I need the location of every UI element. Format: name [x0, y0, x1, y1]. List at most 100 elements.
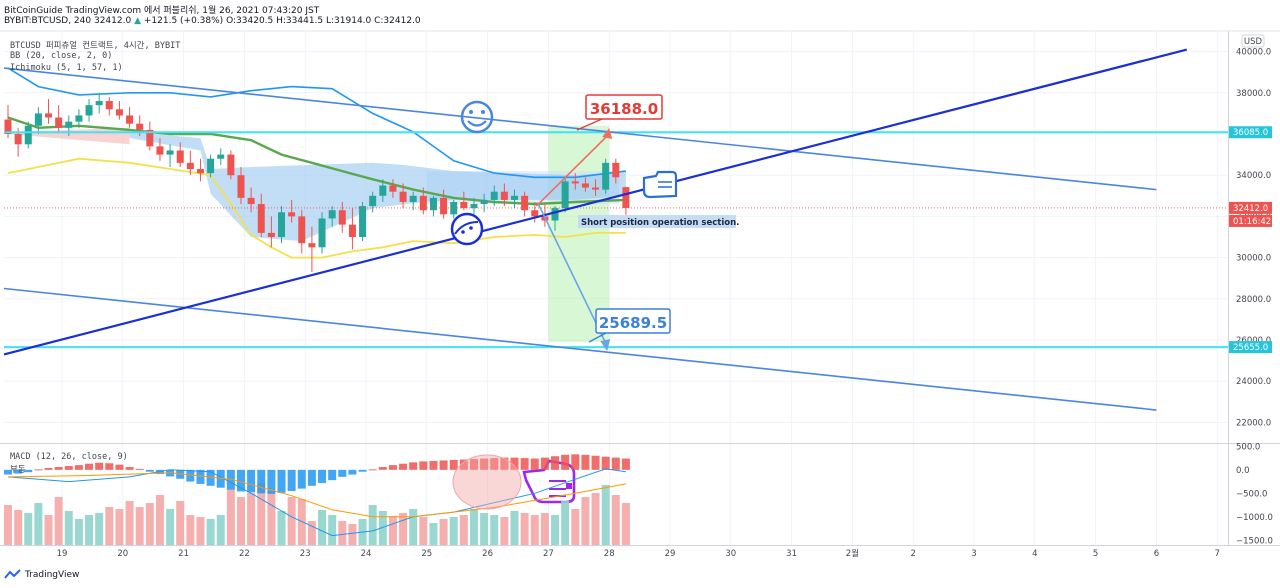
- macd-hist-bar: [338, 469, 347, 477]
- volume-bar: [267, 491, 276, 545]
- volume-bar: [378, 511, 387, 545]
- tradingview-logo[interactable]: TradingView: [4, 569, 79, 580]
- time-tick-label: 22: [239, 549, 250, 559]
- candle: [45, 113, 53, 118]
- dizzy-mouth: [454, 221, 479, 235]
- candle: [521, 195, 529, 211]
- macd-hist-bar: [287, 469, 296, 491]
- macd-hist-bar: [399, 463, 408, 470]
- volume-bar: [307, 521, 316, 545]
- macd-hist-bar: [388, 465, 397, 470]
- candle: [247, 197, 255, 205]
- volume-bar: [490, 515, 499, 545]
- macd-hist-bar: [318, 469, 327, 483]
- forecast-zone: [548, 125, 610, 343]
- macd-hist-bar: [591, 455, 600, 470]
- candle: [298, 216, 306, 244]
- candles: [4, 92, 630, 273]
- macd-tick-label: −500.0: [1236, 489, 1267, 499]
- candle: [105, 101, 113, 110]
- candle: [359, 206, 367, 237]
- currency-badge: USD: [1241, 34, 1265, 48]
- time-tick-label: 4: [1032, 549, 1037, 559]
- macd-hist-bar: [236, 469, 245, 492]
- volume-bar: [125, 501, 134, 545]
- volume-bar: [500, 517, 509, 545]
- macd-axis: 500.0 0.0 −500.0 −1000.0 −1500.0: [1236, 442, 1273, 546]
- time-tick-label: 2: [910, 549, 915, 559]
- volume-bar: [459, 515, 468, 545]
- volume-bar: [44, 515, 53, 545]
- candle: [379, 185, 387, 196]
- dizzy-eye: [461, 230, 465, 234]
- time-tick-label: 25: [421, 549, 432, 559]
- descending-lower-trendline: [3, 287, 1157, 411]
- volume-bar: [601, 485, 610, 545]
- time-tick-label: 24: [361, 549, 372, 559]
- volume-bar: [155, 495, 164, 545]
- macd-highlight-circle: [452, 454, 522, 510]
- bb-basis-line: [7, 116, 626, 206]
- volume-bar: [551, 515, 560, 545]
- candle: [4, 119, 12, 134]
- candle: [551, 208, 559, 221]
- price-tick-label: 28000.0: [1236, 295, 1271, 305]
- volume-bar: [571, 509, 580, 545]
- volume-bar: [226, 489, 235, 545]
- candle: [126, 115, 134, 124]
- candle: [75, 115, 83, 122]
- candle: [511, 195, 518, 200]
- signal-line: [7, 472, 626, 518]
- macd-hist-bar: [64, 466, 73, 470]
- candle: [440, 197, 448, 215]
- price-badge-bg: [1229, 126, 1272, 139]
- legend-title: BTCUSD 퍼피츄얼 컨트랙트, 4시간, BYBIT: [10, 41, 181, 51]
- smiley-icon: [460, 100, 494, 134]
- time-tick-label: 28: [604, 549, 615, 559]
- time-tick-label: 20: [117, 549, 128, 559]
- macd-tick-label: −1000.0: [1236, 513, 1273, 523]
- bb-upper-line: [7, 67, 626, 179]
- time-tick-label: 27: [543, 549, 554, 559]
- legend-macd: MACD (12, 26, close, 9): [10, 452, 128, 462]
- candle: [612, 162, 620, 178]
- macd-hist-bar: [105, 463, 114, 470]
- note-label: Short position operation section.: [578, 215, 739, 228]
- smiley-mouth: [467, 120, 487, 127]
- volume-bar: [257, 483, 266, 545]
- target-up-pointer: [576, 118, 603, 131]
- macd-hist-bar: [571, 454, 580, 470]
- time-tick-label: 21: [178, 549, 189, 559]
- candle: [55, 117, 63, 128]
- macd-hist-bar: [247, 469, 256, 493]
- candle: [267, 232, 275, 237]
- candle: [115, 109, 123, 116]
- volume-bar: [388, 516, 397, 545]
- macd-hist-bar: [85, 463, 94, 470]
- hand-fingers: [658, 181, 672, 188]
- candle: [561, 181, 569, 209]
- candle: [399, 191, 407, 202]
- macd-hist-bar: [510, 457, 519, 470]
- macd-hist-bar: [44, 467, 53, 470]
- price-axis-badge: 32412.0: [1229, 201, 1272, 214]
- candle: [308, 243, 316, 248]
- volume-bar: [318, 510, 327, 545]
- price-axis-badge: 25655.0: [1229, 341, 1272, 354]
- price-badge-label: 01:16:42: [1233, 217, 1271, 227]
- candle: [389, 185, 397, 192]
- volume-bar: [419, 517, 428, 545]
- macd-hist-bar: [601, 456, 610, 470]
- candle: [531, 210, 539, 217]
- candle: [196, 169, 204, 174]
- time-tick-label: 2월: [846, 548, 859, 559]
- smiley-eye: [469, 110, 473, 114]
- volume-bar: [480, 513, 489, 545]
- macd-hist-bar: [216, 469, 225, 488]
- price-tick-label: 24000.0: [1236, 377, 1271, 387]
- candle: [14, 134, 22, 145]
- candle: [95, 101, 103, 106]
- macd-hist-bar: [176, 469, 185, 479]
- candle: [460, 201, 468, 209]
